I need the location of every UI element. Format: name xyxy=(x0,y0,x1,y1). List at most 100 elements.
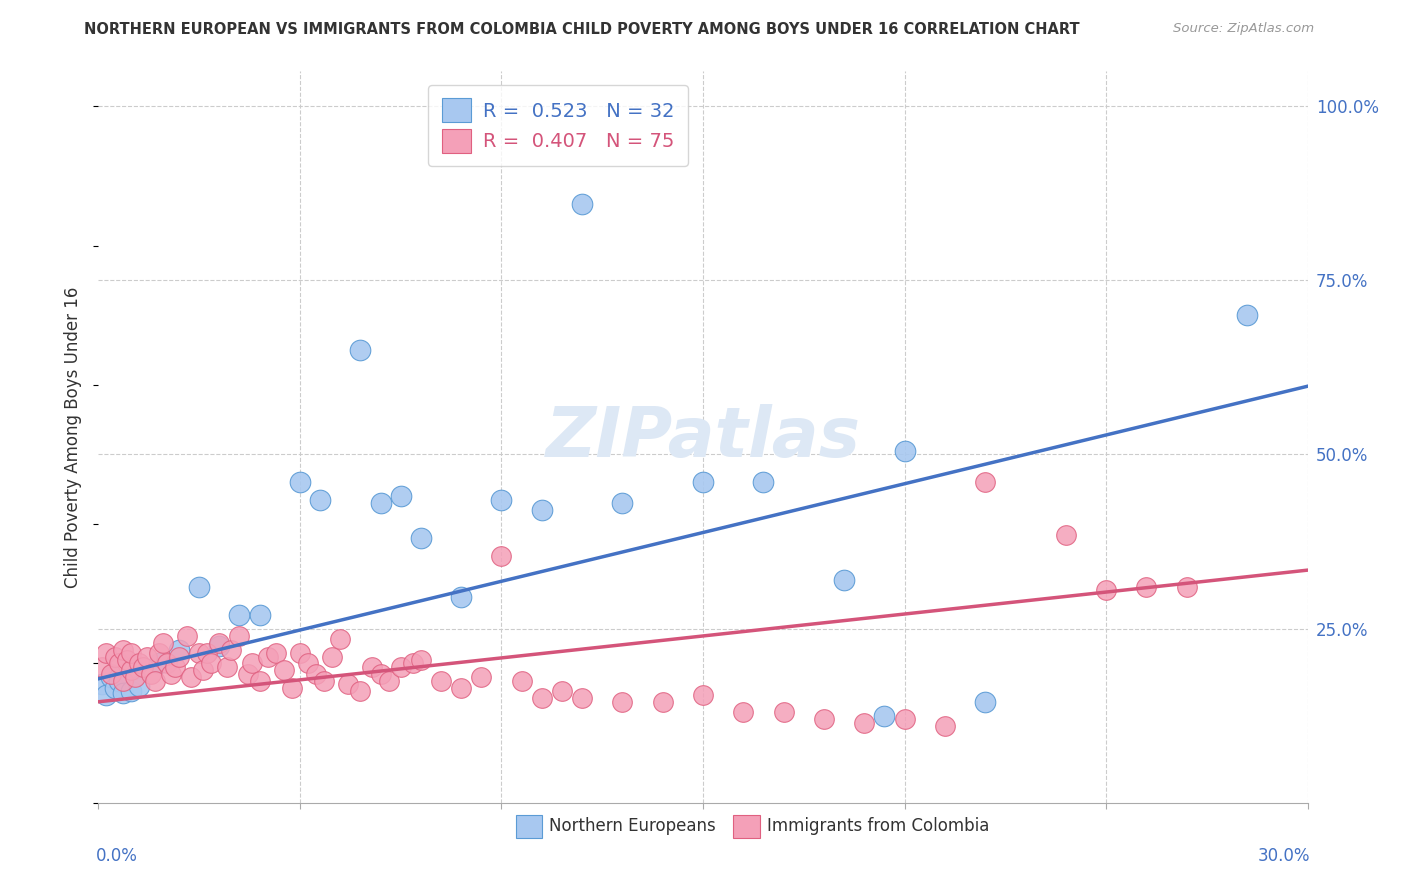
Point xyxy=(100,667,122,681)
Point xyxy=(91,660,114,674)
Point xyxy=(612,695,634,709)
Point xyxy=(491,549,513,563)
Point xyxy=(430,673,453,688)
Point xyxy=(124,670,146,684)
Text: Source: ZipAtlas.com: Source: ZipAtlas.com xyxy=(1174,22,1315,36)
Point xyxy=(612,496,634,510)
Point xyxy=(208,635,231,649)
Point xyxy=(273,664,295,678)
Point xyxy=(148,657,170,671)
Point xyxy=(450,591,472,605)
Point xyxy=(934,719,956,733)
Text: ZIPatlas: ZIPatlas xyxy=(546,403,860,471)
Point xyxy=(167,649,190,664)
Point xyxy=(249,673,271,688)
Point xyxy=(103,649,125,664)
Point xyxy=(264,646,287,660)
Point xyxy=(188,580,211,594)
Point xyxy=(402,657,425,671)
Point xyxy=(1135,580,1157,594)
Point xyxy=(321,649,343,664)
Point xyxy=(551,684,574,698)
Point xyxy=(228,629,250,643)
Point xyxy=(349,684,371,698)
Point xyxy=(249,607,271,622)
Point xyxy=(571,691,593,706)
Text: Northern Europeans: Northern Europeans xyxy=(550,817,716,835)
Point xyxy=(128,679,150,693)
Point xyxy=(111,686,134,700)
Point xyxy=(256,649,278,664)
Point xyxy=(240,657,263,671)
Point xyxy=(160,667,183,681)
Point xyxy=(389,660,412,674)
Point xyxy=(103,681,125,695)
Point xyxy=(733,705,755,719)
Point xyxy=(1236,308,1258,322)
Point xyxy=(100,670,122,684)
Point xyxy=(873,708,896,723)
Point xyxy=(228,607,250,622)
Point xyxy=(281,681,304,695)
Point xyxy=(974,695,997,709)
Point xyxy=(974,475,997,490)
Point xyxy=(221,642,243,657)
Point xyxy=(349,343,371,357)
Point xyxy=(692,475,714,490)
Point xyxy=(167,642,190,657)
Point xyxy=(107,657,129,671)
Text: 30.0%: 30.0% xyxy=(1257,847,1310,864)
Point xyxy=(115,653,138,667)
Point xyxy=(297,657,319,671)
Point xyxy=(120,664,142,678)
Text: NORTHERN EUROPEAN VS IMMIGRANTS FROM COLOMBIA CHILD POVERTY AMONG BOYS UNDER 16 : NORTHERN EUROPEAN VS IMMIGRANTS FROM COL… xyxy=(84,22,1080,37)
Point xyxy=(111,673,134,688)
Point xyxy=(96,646,118,660)
Point xyxy=(139,667,162,681)
Point xyxy=(1175,580,1198,594)
Y-axis label: Child Poverty Among Boys Under 16: Child Poverty Among Boys Under 16 xyxy=(65,286,83,588)
Point xyxy=(288,646,311,660)
Point xyxy=(832,573,855,587)
Point xyxy=(96,688,118,702)
Point xyxy=(1095,583,1118,598)
Point xyxy=(188,646,211,660)
Point xyxy=(208,639,231,653)
Point xyxy=(200,657,222,671)
Point xyxy=(772,705,794,719)
Point xyxy=(120,684,142,698)
Legend: R =  0.523   N = 32, R =  0.407   N = 75: R = 0.523 N = 32, R = 0.407 N = 75 xyxy=(427,85,688,166)
Point xyxy=(692,688,714,702)
Point xyxy=(370,496,392,510)
Point xyxy=(389,489,412,503)
Point xyxy=(288,475,311,490)
Point xyxy=(370,667,392,681)
Point xyxy=(752,475,775,490)
Point xyxy=(132,660,155,674)
Point xyxy=(571,196,593,211)
Point xyxy=(180,670,202,684)
Point xyxy=(195,646,218,660)
Point xyxy=(530,691,553,706)
Point xyxy=(530,503,553,517)
Point xyxy=(314,673,336,688)
Point xyxy=(361,660,384,674)
Point xyxy=(217,660,239,674)
Bar xyxy=(734,814,759,838)
Point xyxy=(409,531,432,545)
Point xyxy=(111,642,134,657)
Point xyxy=(309,492,332,507)
Point xyxy=(337,677,360,691)
Point xyxy=(377,673,399,688)
Point xyxy=(143,673,166,688)
Point xyxy=(176,629,198,643)
Text: Immigrants from Colombia: Immigrants from Colombia xyxy=(768,817,990,835)
Point xyxy=(409,653,432,667)
Point xyxy=(128,657,150,671)
Point xyxy=(450,681,472,695)
Point xyxy=(163,660,186,674)
Text: 0.0%: 0.0% xyxy=(96,847,138,864)
Point xyxy=(1054,527,1077,541)
Point xyxy=(120,646,142,660)
Point xyxy=(236,667,259,681)
